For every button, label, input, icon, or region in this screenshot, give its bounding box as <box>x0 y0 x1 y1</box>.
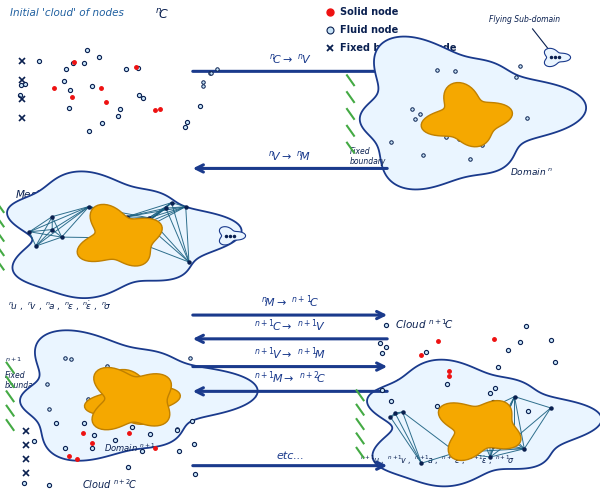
Text: Fixed
boundary: Fixed boundary <box>5 370 41 390</box>
Polygon shape <box>7 171 242 298</box>
Text: etc...: etc... <box>276 451 304 461</box>
Text: Solid node: Solid node <box>340 7 398 17</box>
Polygon shape <box>367 360 600 487</box>
Text: Cloud $^{n+1}\!C$: Cloud $^{n+1}\!C$ <box>395 317 454 331</box>
Text: Domain $^{n+1}$: Domain $^{n+1}$ <box>104 442 155 454</box>
Text: Mesh $^n\!M$: Mesh $^n\!M$ <box>15 188 59 201</box>
Text: $^{n+1}\!C \rightarrow\ ^{n+1}\!V$: $^{n+1}\!C \rightarrow\ ^{n+1}\!V$ <box>254 317 326 334</box>
Text: $^{n+1}\!M \rightarrow\ ^{n+2}\!C$: $^{n+1}\!M \rightarrow\ ^{n+2}\!C$ <box>254 370 326 386</box>
Text: Mesh $^{n+1}\!M$: Mesh $^{n+1}\!M$ <box>395 376 453 390</box>
Polygon shape <box>439 401 521 460</box>
Text: $^n\!V \rightarrow\ ^n\!M$: $^n\!V \rightarrow\ ^n\!M$ <box>268 150 311 164</box>
Text: $^n\!M \rightarrow\ ^{n+1}\!C$: $^n\!M \rightarrow\ ^{n+1}\!C$ <box>261 293 319 310</box>
Polygon shape <box>20 330 257 461</box>
Polygon shape <box>544 48 571 67</box>
Polygon shape <box>220 227 245 245</box>
Polygon shape <box>77 205 162 266</box>
Text: $^n\!C$: $^n\!C$ <box>155 8 170 22</box>
Polygon shape <box>85 370 181 424</box>
Text: $^n\!u\ ,\ ^n\!v\ ,\ ^n\!a\ ,\ ^n\!\varepsilon\ ,\ ^n\!\dot\varepsilon\ ,\ ^n\!\: $^n\!u\ ,\ ^n\!v\ ,\ ^n\!a\ ,\ ^n\!\vare… <box>8 300 112 313</box>
Text: Domain $^n$: Domain $^n$ <box>510 166 553 177</box>
Text: $^n\!C \rightarrow\ ^n\!V$: $^n\!C \rightarrow\ ^n\!V$ <box>269 52 311 66</box>
Text: $^{n+1}$: $^{n+1}$ <box>5 357 22 366</box>
Text: Flying Sub-domain: Flying Sub-domain <box>490 15 560 54</box>
Text: $^{n+1}\!u\ ,\ ^{n+1}\!v\ ,\ ^{n+1}\!a\ ,\ ^{n+1}\!\varepsilon\ ,\ ^{n+1}\!\dot\: $^{n+1}\!u\ ,\ ^{n+1}\!v\ ,\ ^{n+1}\!a\ … <box>360 454 515 467</box>
Text: Fluid node: Fluid node <box>340 25 398 35</box>
Text: $^{n+1}\!V \rightarrow\ ^{n+1}\!M$: $^{n+1}\!V \rightarrow\ ^{n+1}\!M$ <box>254 345 326 362</box>
Text: Fixed boundary node: Fixed boundary node <box>340 42 457 52</box>
Text: Initial 'cloud' of nodes: Initial 'cloud' of nodes <box>10 8 124 18</box>
Text: Cloud $^{n+2}\!C$: Cloud $^{n+2}\!C$ <box>82 478 138 492</box>
Polygon shape <box>360 37 586 190</box>
Polygon shape <box>421 82 512 147</box>
Text: Fixed
boundary: Fixed boundary <box>350 147 386 166</box>
Polygon shape <box>92 368 172 430</box>
